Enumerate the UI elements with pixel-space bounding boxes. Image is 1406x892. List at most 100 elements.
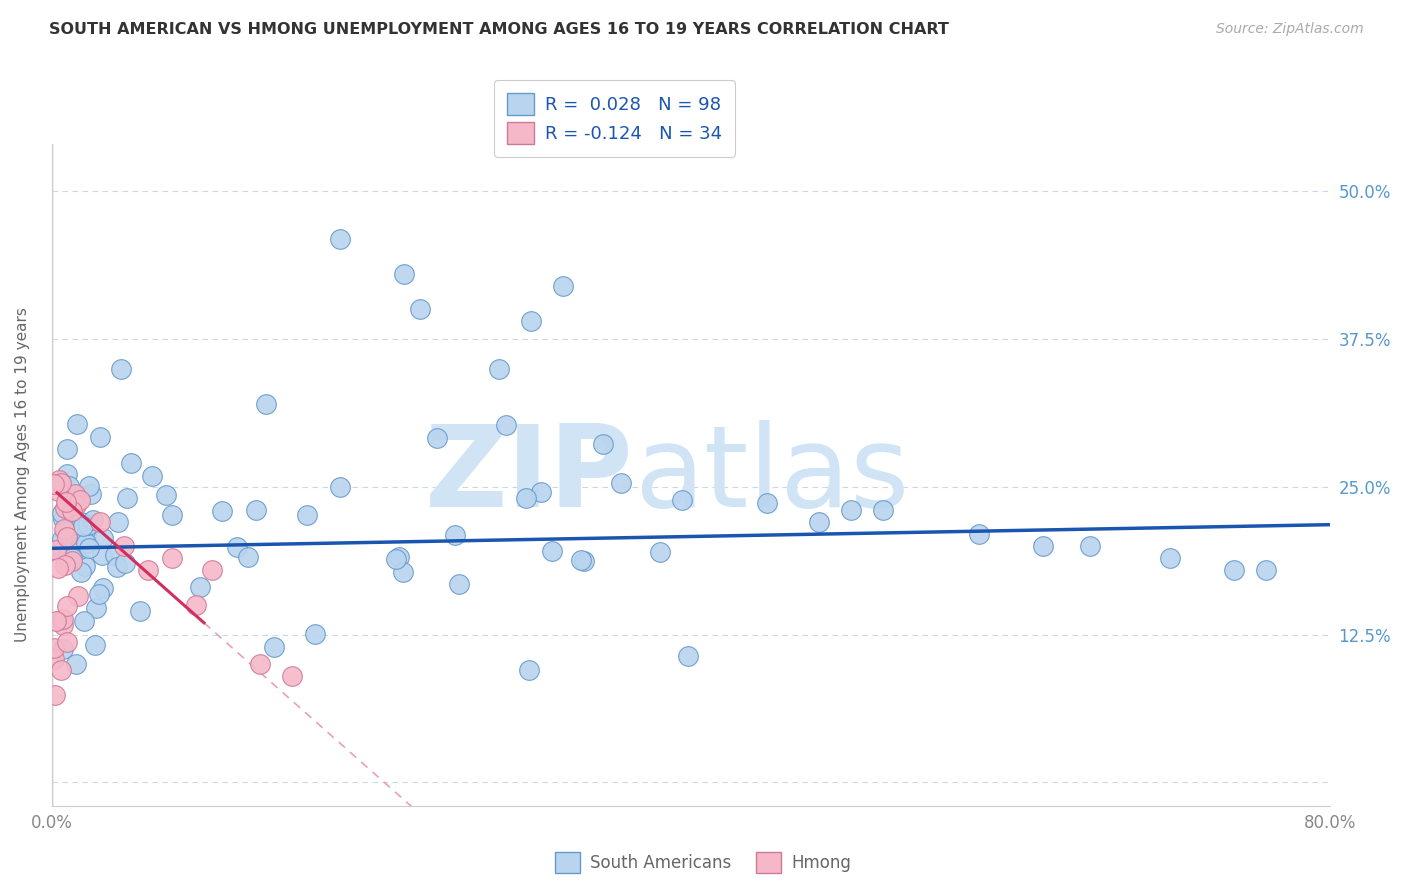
- Point: [69, 565, 91, 579]
- Point: [87, 587, 110, 601]
- Point: [648, 544, 671, 558]
- Point: [449, 577, 471, 591]
- Point: [60, 551, 83, 566]
- Point: [1256, 563, 1278, 577]
- Point: [60, 504, 83, 518]
- Point: [245, 503, 267, 517]
- Point: [839, 503, 862, 517]
- Point: [51, 614, 73, 628]
- Point: [72, 518, 94, 533]
- Point: [530, 485, 553, 500]
- Point: [609, 476, 631, 491]
- Point: [52, 612, 75, 626]
- Point: [48, 484, 70, 499]
- Point: [52, 512, 75, 526]
- Point: [329, 231, 352, 245]
- Point: [110, 361, 132, 376]
- Point: [42, 476, 65, 491]
- Text: Source: ZipAtlas.com: Source: ZipAtlas.com: [1216, 22, 1364, 37]
- Point: [115, 491, 138, 505]
- Point: [281, 669, 304, 683]
- Point: [107, 515, 129, 529]
- Point: [488, 361, 510, 376]
- Point: [388, 550, 411, 565]
- Point: [51, 506, 73, 520]
- Point: [65, 498, 87, 512]
- Point: [676, 648, 699, 663]
- Point: [49, 476, 72, 491]
- Point: [967, 527, 990, 541]
- Text: ZIP: ZIP: [425, 419, 634, 531]
- Point: [55, 495, 77, 509]
- Point: [671, 493, 693, 508]
- Point: [392, 565, 415, 579]
- Point: [155, 487, 177, 501]
- Point: [56, 442, 79, 457]
- Point: [141, 469, 163, 483]
- Point: [408, 302, 430, 317]
- Point: [79, 479, 101, 493]
- Point: [569, 553, 592, 567]
- Point: [42, 652, 65, 666]
- Point: [592, 437, 614, 451]
- Point: [184, 598, 207, 612]
- Point: [520, 314, 543, 328]
- Point: [56, 635, 79, 649]
- Point: [425, 431, 447, 445]
- Point: [114, 557, 136, 571]
- Point: [93, 531, 115, 545]
- Point: [52, 642, 75, 657]
- Point: [756, 496, 779, 510]
- Point: [93, 581, 115, 595]
- Point: [872, 503, 894, 517]
- Point: [67, 537, 90, 551]
- Point: [73, 614, 96, 628]
- Point: [69, 515, 91, 529]
- Point: [249, 657, 271, 672]
- Point: [52, 618, 75, 632]
- Point: [1080, 539, 1102, 553]
- Point: [553, 278, 575, 293]
- Point: [55, 467, 77, 481]
- Point: [58, 479, 80, 493]
- Point: [44, 689, 66, 703]
- Point: [53, 501, 76, 516]
- Point: [188, 580, 211, 594]
- Point: [89, 516, 111, 530]
- Text: atlas: atlas: [634, 419, 908, 531]
- Point: [89, 430, 111, 444]
- Point: [392, 267, 415, 281]
- Point: [211, 504, 233, 518]
- Point: [75, 535, 97, 549]
- Point: [60, 491, 83, 505]
- Point: [238, 549, 260, 564]
- Point: [225, 540, 247, 554]
- Point: [53, 558, 76, 572]
- Point: [1031, 539, 1053, 553]
- Point: [129, 604, 152, 618]
- Point: [541, 543, 564, 558]
- Point: [65, 657, 87, 672]
- Point: [52, 547, 75, 561]
- Point: [52, 522, 75, 536]
- Point: [82, 513, 104, 527]
- Point: [112, 539, 135, 553]
- Point: [62, 541, 84, 555]
- Point: [79, 487, 101, 501]
- Point: [91, 548, 114, 562]
- Point: [59, 553, 82, 567]
- Point: [62, 494, 84, 508]
- Point: [517, 663, 540, 677]
- Point: [69, 493, 91, 508]
- Text: SOUTH AMERICAN VS HMONG UNEMPLOYMENT AMONG AGES 16 TO 19 YEARS CORRELATION CHART: SOUTH AMERICAN VS HMONG UNEMPLOYMENT AMO…: [49, 22, 949, 37]
- Point: [807, 516, 830, 530]
- Point: [75, 527, 97, 541]
- Point: [77, 517, 100, 532]
- Point: [1223, 563, 1246, 577]
- Point: [136, 563, 159, 577]
- Point: [69, 541, 91, 556]
- Point: [384, 552, 406, 566]
- Point: [42, 641, 65, 656]
- Point: [67, 589, 90, 603]
- Point: [56, 548, 79, 562]
